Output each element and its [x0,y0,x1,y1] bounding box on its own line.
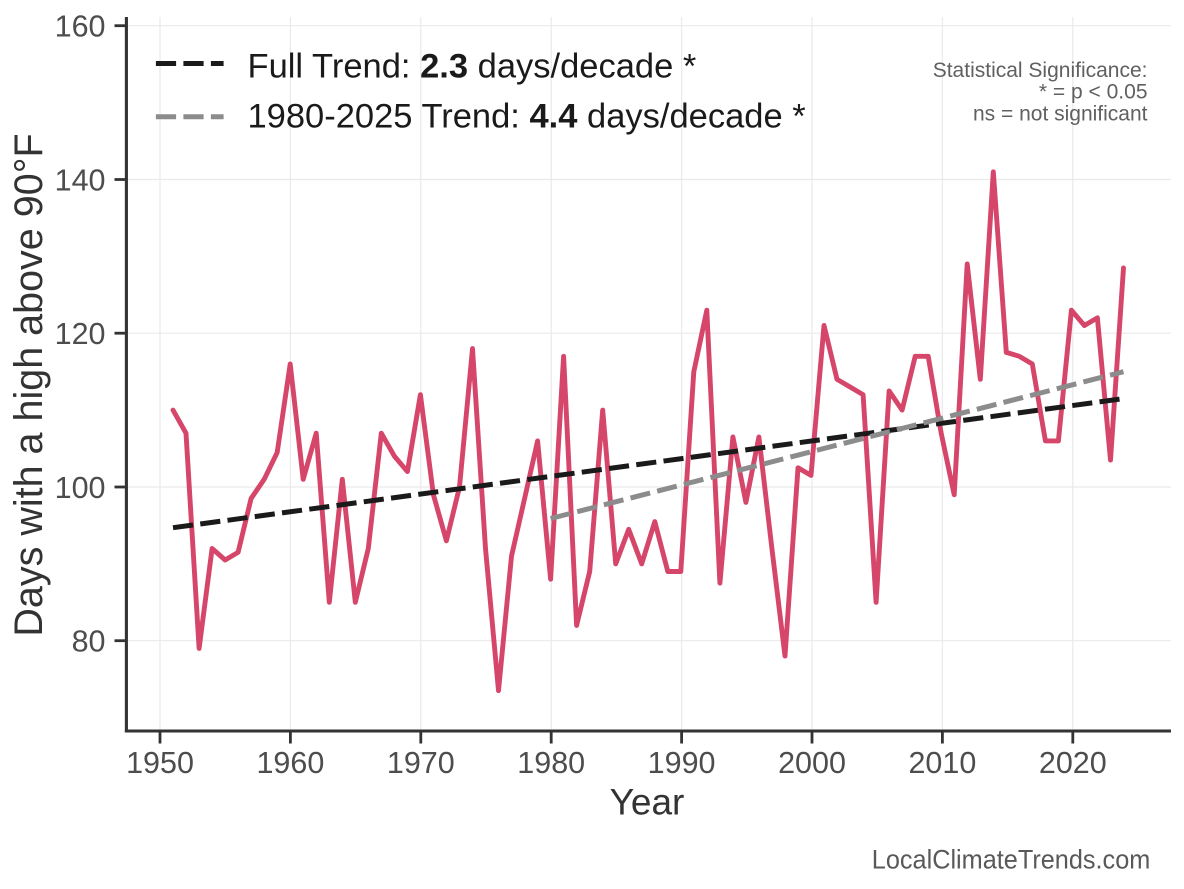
svg-text:Year: Year [610,782,685,823]
svg-text:LocalClimateTrends.com: LocalClimateTrends.com [872,844,1151,874]
svg-text:1960: 1960 [256,746,324,780]
svg-text:Days with a high above 90°F: Days with a high above 90°F [7,133,51,636]
svg-text:1970: 1970 [387,746,455,780]
svg-text:80: 80 [72,625,106,659]
svg-text:2020: 2020 [1039,746,1107,780]
svg-text:1980: 1980 [517,746,585,780]
svg-text:2010: 2010 [908,746,976,780]
svg-text:Statistical Significance:: Statistical Significance: [933,59,1148,82]
svg-text:1950: 1950 [126,746,194,780]
svg-text:120: 120 [55,317,106,351]
svg-text:* = p < 0.05: * = p < 0.05 [1039,81,1148,104]
svg-text:1980-2025 Trend: 4.4 days/deca: 1980-2025 Trend: 4.4 days/decade * [248,98,806,136]
svg-text:Full Trend: 2.3 days/decade *: Full Trend: 2.3 days/decade * [248,48,697,86]
svg-text:140: 140 [55,164,106,198]
svg-text:2000: 2000 [778,746,846,780]
svg-text:160: 160 [55,10,106,44]
svg-text:1990: 1990 [648,746,716,780]
svg-text:100: 100 [55,471,106,505]
svg-text:ns = not significant: ns = not significant [973,102,1148,125]
